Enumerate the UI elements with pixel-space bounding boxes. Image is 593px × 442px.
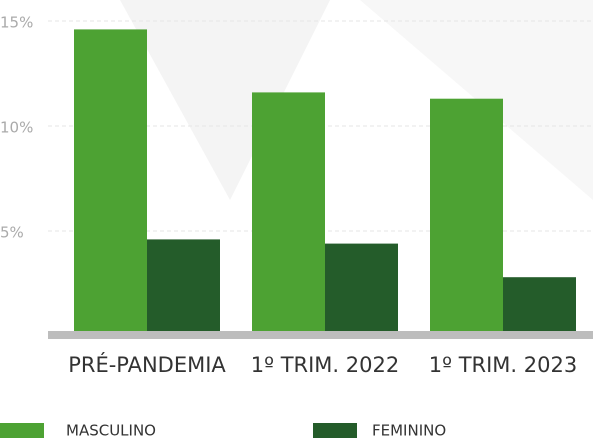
bar [252, 92, 325, 337]
x-tick-label: 1º TRIM. 2022 [251, 353, 399, 377]
x-tick-label: 1º TRIM. 2023 [429, 353, 577, 377]
x-axis [48, 331, 593, 339]
bar [503, 277, 576, 336]
y-tick-label: 5% [0, 224, 24, 242]
bar [325, 243, 398, 336]
bar [74, 29, 147, 337]
legend-swatch [313, 423, 357, 438]
legend-label: FEMININO [372, 422, 446, 440]
y-tick-label: 15% [0, 14, 33, 32]
y-tick-label: 10% [0, 119, 33, 137]
legend-label: MASCULINO [66, 422, 156, 440]
bar [147, 239, 220, 336]
x-tick-label: PRÉ-PANDEMIA [68, 352, 226, 377]
legend-swatch [0, 423, 44, 438]
background-shape [120, 0, 330, 200]
bar [430, 98, 503, 336]
